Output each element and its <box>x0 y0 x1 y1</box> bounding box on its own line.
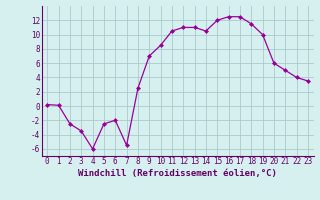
X-axis label: Windchill (Refroidissement éolien,°C): Windchill (Refroidissement éolien,°C) <box>78 169 277 178</box>
